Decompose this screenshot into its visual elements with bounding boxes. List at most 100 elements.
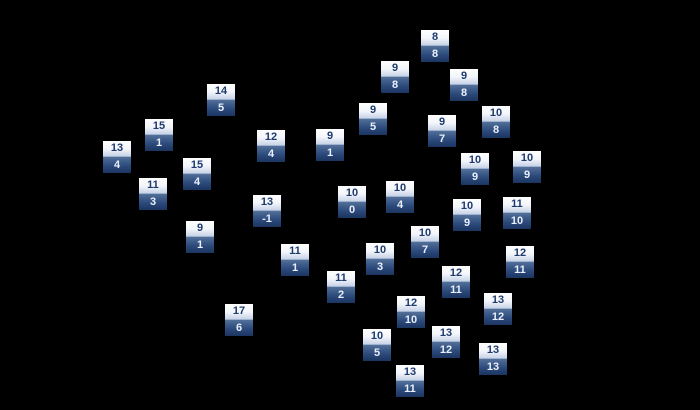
graph-node[interactable]: 13 4 bbox=[103, 141, 131, 173]
node-top-value: 9 bbox=[316, 129, 344, 145]
graph-node[interactable]: 9 8 bbox=[450, 69, 478, 101]
graph-node[interactable]: 13 12 bbox=[484, 293, 512, 325]
graph-node[interactable]: 10 9 bbox=[461, 153, 489, 185]
node-bottom-value: 1 bbox=[316, 145, 344, 161]
node-top-value: 10 bbox=[482, 106, 510, 122]
node-bottom-value: 4 bbox=[183, 174, 211, 190]
node-top-value: 9 bbox=[381, 61, 409, 77]
graph-node[interactable]: 10 9 bbox=[453, 199, 481, 231]
graph-node[interactable]: 9 8 bbox=[381, 61, 409, 93]
node-top-value: 9 bbox=[359, 103, 387, 119]
node-bottom-value: 7 bbox=[428, 131, 456, 147]
node-bottom-value: -1 bbox=[253, 211, 281, 227]
node-bottom-value: 4 bbox=[103, 157, 131, 173]
graph-node[interactable]: 13 -1 bbox=[253, 195, 281, 227]
node-bottom-value: 3 bbox=[366, 259, 394, 275]
node-bottom-value: 5 bbox=[363, 345, 391, 361]
graph-node[interactable]: 10 7 bbox=[411, 226, 439, 258]
node-top-value: 8 bbox=[421, 30, 449, 46]
node-bottom-value: 11 bbox=[396, 381, 424, 397]
node-top-value: 13 bbox=[484, 293, 512, 309]
node-bottom-value: 8 bbox=[450, 85, 478, 101]
node-bottom-value: 5 bbox=[359, 119, 387, 135]
node-top-value: 12 bbox=[442, 266, 470, 282]
node-bottom-value: 12 bbox=[432, 342, 460, 358]
graph-node[interactable]: 13 11 bbox=[396, 365, 424, 397]
graph-node[interactable]: 11 3 bbox=[139, 178, 167, 210]
node-top-value: 11 bbox=[139, 178, 167, 194]
graph-node[interactable]: 10 5 bbox=[363, 329, 391, 361]
graph-node[interactable]: 9 1 bbox=[316, 129, 344, 161]
node-top-value: 11 bbox=[327, 271, 355, 287]
node-top-value: 10 bbox=[338, 186, 366, 202]
node-top-value: 11 bbox=[503, 197, 531, 213]
node-bottom-value: 12 bbox=[484, 309, 512, 325]
node-top-value: 10 bbox=[386, 181, 414, 197]
graph-node[interactable]: 10 8 bbox=[482, 106, 510, 138]
node-bottom-value: 11 bbox=[506, 262, 534, 278]
node-top-value: 12 bbox=[506, 246, 534, 262]
node-top-value: 10 bbox=[366, 243, 394, 259]
node-top-value: 13 bbox=[479, 343, 507, 359]
node-bottom-value: 0 bbox=[338, 202, 366, 218]
node-bottom-value: 1 bbox=[186, 237, 214, 253]
node-top-value: 12 bbox=[397, 296, 425, 312]
graph-node[interactable]: 13 12 bbox=[432, 326, 460, 358]
node-bottom-value: 9 bbox=[453, 215, 481, 231]
node-top-value: 9 bbox=[450, 69, 478, 85]
node-top-value: 10 bbox=[453, 199, 481, 215]
graph-node[interactable]: 11 10 bbox=[503, 197, 531, 229]
node-bottom-value: 3 bbox=[139, 194, 167, 210]
node-top-value: 10 bbox=[513, 151, 541, 167]
graph-node[interactable]: 12 10 bbox=[397, 296, 425, 328]
graph-node[interactable]: 10 4 bbox=[386, 181, 414, 213]
node-bottom-value: 9 bbox=[461, 169, 489, 185]
graph-node[interactable]: 12 11 bbox=[506, 246, 534, 278]
node-bottom-value: 2 bbox=[327, 287, 355, 303]
node-top-value: 17 bbox=[225, 304, 253, 320]
node-top-value: 13 bbox=[396, 365, 424, 381]
node-top-value: 14 bbox=[207, 84, 235, 100]
graph-node[interactable]: 8 8 bbox=[421, 30, 449, 62]
graph-node[interactable]: 11 1 bbox=[281, 244, 309, 276]
graph-node[interactable]: 11 2 bbox=[327, 271, 355, 303]
graph-node[interactable]: 15 4 bbox=[183, 158, 211, 190]
node-bottom-value: 8 bbox=[421, 46, 449, 62]
graph-node[interactable]: 10 9 bbox=[513, 151, 541, 183]
node-bottom-value: 5 bbox=[207, 100, 235, 116]
node-top-value: 15 bbox=[145, 119, 173, 135]
graph-node[interactable]: 10 3 bbox=[366, 243, 394, 275]
node-bottom-value: 9 bbox=[513, 167, 541, 183]
graph-node[interactable]: 15 1 bbox=[145, 119, 173, 151]
graph-node[interactable]: 14 5 bbox=[207, 84, 235, 116]
node-bottom-value: 11 bbox=[442, 282, 470, 298]
node-top-value: 11 bbox=[281, 244, 309, 260]
graph-node[interactable]: 17 6 bbox=[225, 304, 253, 336]
node-bottom-value: 6 bbox=[225, 320, 253, 336]
node-bottom-value: 1 bbox=[281, 260, 309, 276]
graph-node[interactable]: 13 13 bbox=[479, 343, 507, 375]
node-bottom-value: 8 bbox=[381, 77, 409, 93]
node-top-value: 15 bbox=[183, 158, 211, 174]
graph-node[interactable]: 12 4 bbox=[257, 130, 285, 162]
graph-node[interactable]: 9 1 bbox=[186, 221, 214, 253]
node-bottom-value: 7 bbox=[411, 242, 439, 258]
node-bottom-value: 10 bbox=[503, 213, 531, 229]
node-bottom-value: 8 bbox=[482, 122, 510, 138]
node-top-value: 9 bbox=[186, 221, 214, 237]
node-bottom-value: 10 bbox=[397, 312, 425, 328]
node-top-value: 9 bbox=[428, 115, 456, 131]
node-top-value: 13 bbox=[103, 141, 131, 157]
node-top-value: 12 bbox=[257, 130, 285, 146]
node-bottom-value: 13 bbox=[479, 359, 507, 375]
graph-node[interactable]: 9 7 bbox=[428, 115, 456, 147]
node-top-value: 10 bbox=[411, 226, 439, 242]
graph-node[interactable]: 9 5 bbox=[359, 103, 387, 135]
node-top-value: 13 bbox=[253, 195, 281, 211]
graph-node[interactable]: 12 11 bbox=[442, 266, 470, 298]
graph-node[interactable]: 10 0 bbox=[338, 186, 366, 218]
node-bottom-value: 4 bbox=[386, 197, 414, 213]
node-top-value: 10 bbox=[363, 329, 391, 345]
node-top-value: 13 bbox=[432, 326, 460, 342]
